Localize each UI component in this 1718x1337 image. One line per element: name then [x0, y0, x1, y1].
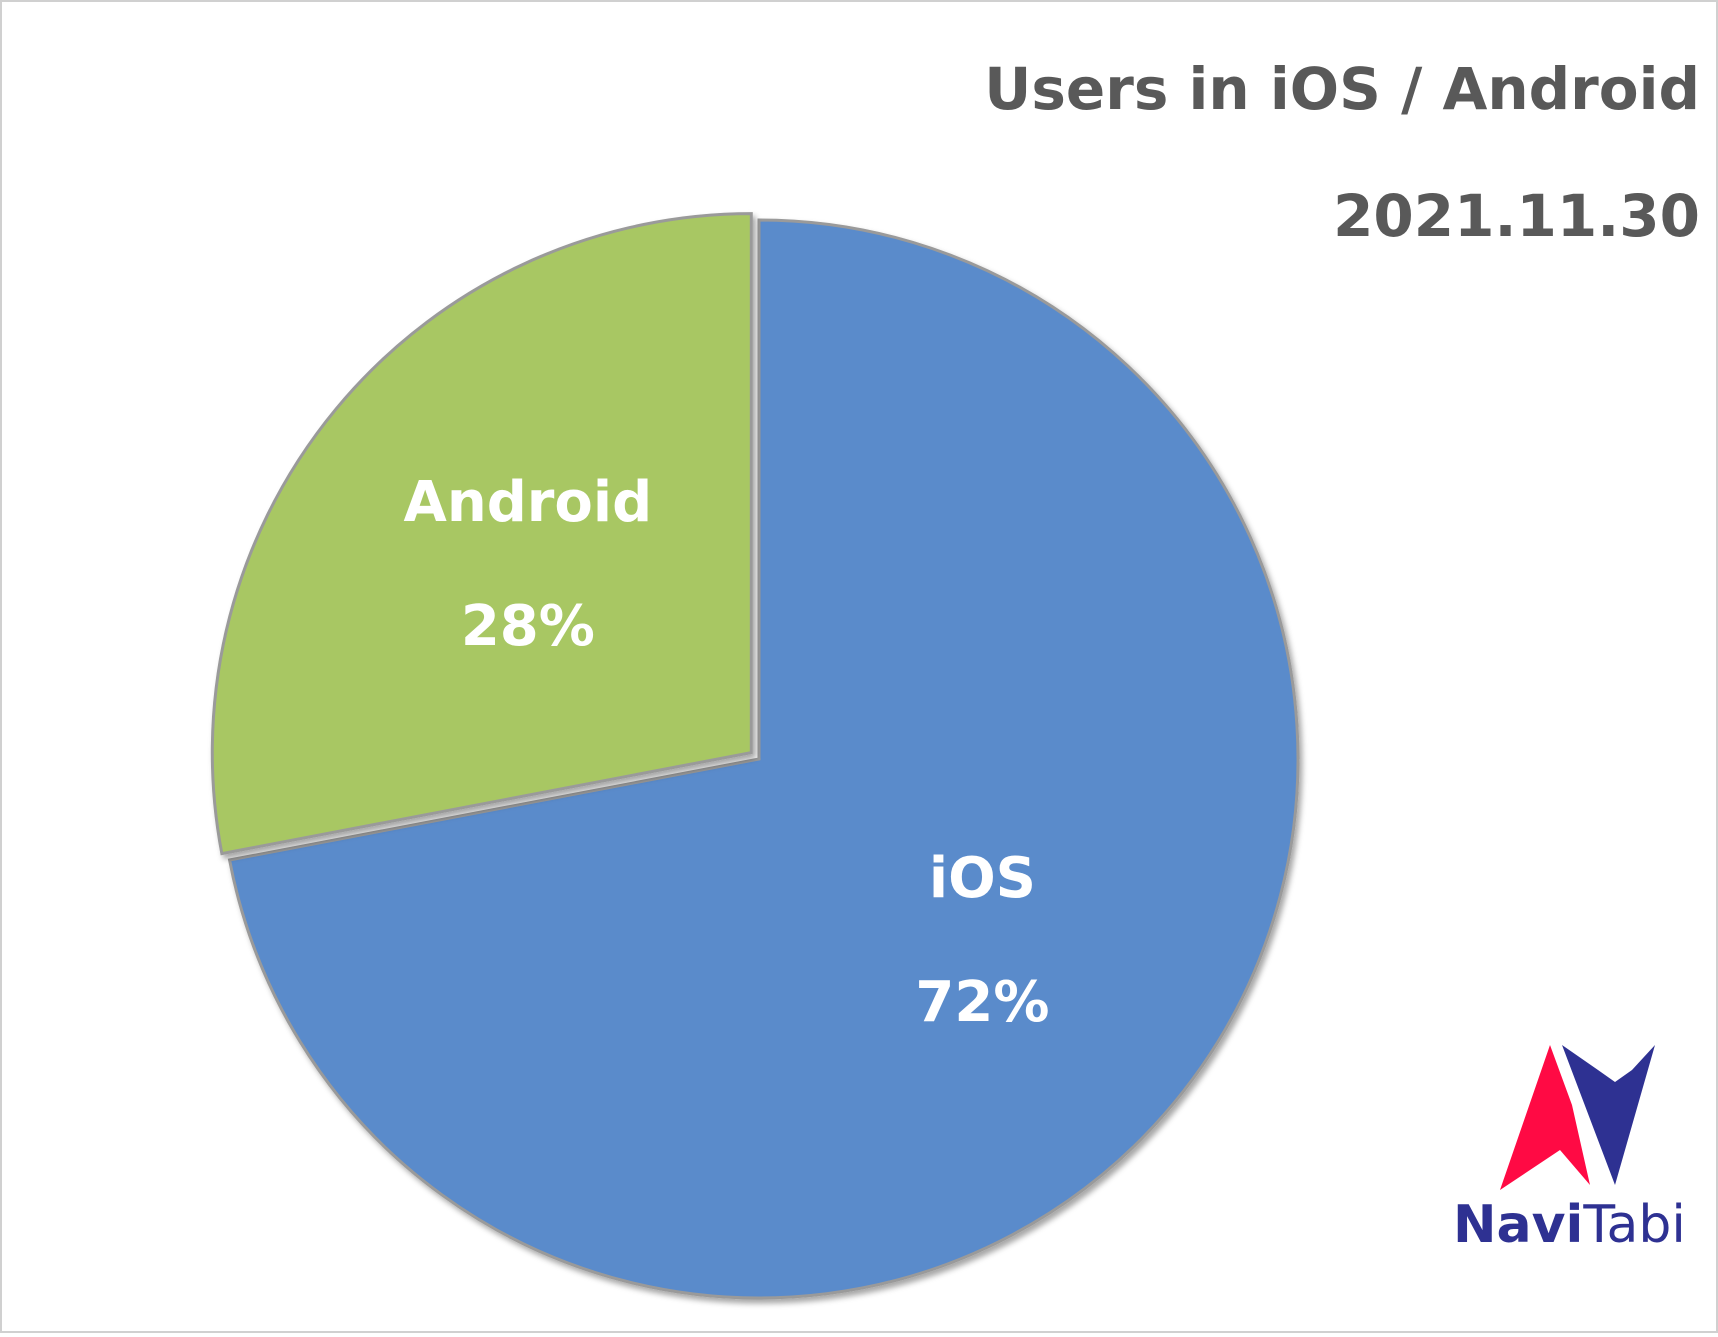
pie-slice: [210, 212, 753, 856]
logo: NaviTabi: [1453, 1045, 1686, 1255]
logo-mark-red: [1500, 1045, 1590, 1190]
logo-text: NaviTabi: [1453, 1195, 1686, 1255]
slice-category-label: Android: [404, 470, 653, 535]
chart-subtitle: 2021.11.30: [1333, 182, 1700, 250]
logo-text-tabi: Tabi: [1582, 1195, 1685, 1255]
chart-title: Users in iOS / Android: [984, 55, 1700, 123]
slice-category-label: iOS: [929, 846, 1036, 911]
pie: [210, 212, 1300, 1300]
slice-value-label: 72%: [915, 970, 1049, 1035]
pie-labels: iOS 72% Android 28%: [404, 470, 1050, 1035]
pie-slice: [227, 218, 1300, 1300]
logo-mark-blue: [1562, 1045, 1655, 1185]
slice-value-label: 28%: [461, 594, 595, 659]
logo-text-navi: Navi: [1453, 1195, 1583, 1255]
